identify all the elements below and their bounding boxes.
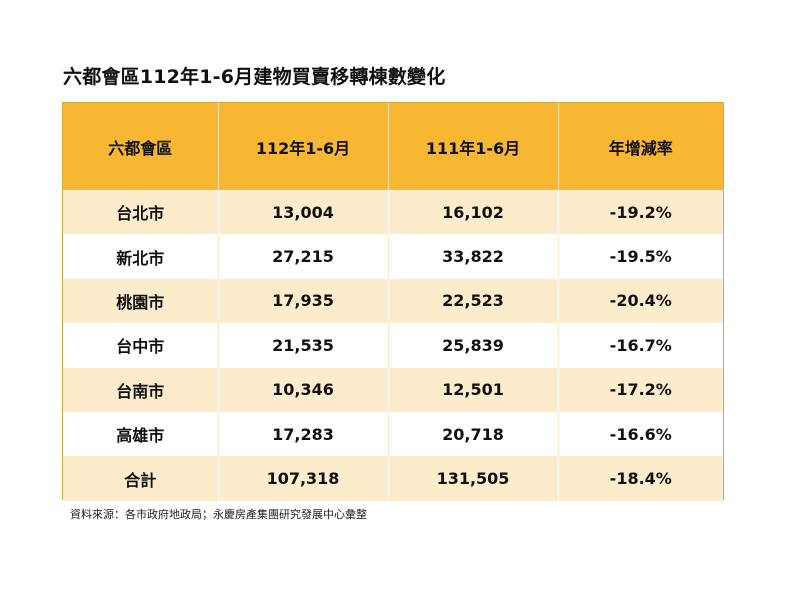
cell-region: 台北市 [63, 190, 219, 235]
cell-111: 131,505 [388, 456, 559, 501]
cell-change: -20.4% [609, 291, 672, 311]
cell-change: -18.4% [609, 469, 672, 489]
cell-111: 33,822 [388, 234, 559, 279]
cell-111: 20,718 [388, 411, 559, 457]
cell-111: 22,523 [388, 278, 559, 324]
data-table: 六都會區 112年1-6月 111年1-6月 年增減率 台北市 13,004 1… [63, 103, 723, 501]
chart-title: 六都會區112年1-6月建物買賣移轉棟數變化 [63, 66, 446, 88]
cell-change: -16.6% [609, 424, 672, 444]
table-row-total: 合計 107,318 131,505 -18.4% [63, 456, 723, 501]
cell-111: 16,102 [388, 190, 559, 235]
cell-region: 台中市 [63, 323, 219, 368]
cell-112: 10,346 [218, 367, 389, 412]
cell-112: 21,535 [218, 323, 389, 368]
header-111: 111年1-6月 [388, 103, 559, 190]
cell-change: -16.7% [609, 335, 672, 355]
table-row: 新北市 27,215 33,822 -19.5% [63, 234, 723, 279]
cell-region: 台南市 [63, 367, 219, 412]
header-112: 112年1-6月 [218, 103, 389, 190]
cell-112: 27,215 [218, 234, 389, 279]
header-change: 年增減率 [608, 138, 673, 158]
cell-change: -19.5% [609, 247, 672, 267]
table-header-row: 六都會區 112年1-6月 111年1-6月 年增減率 [63, 103, 723, 190]
cell-112: 13,004 [218, 190, 389, 235]
header-region: 六都會區 [63, 103, 219, 190]
table-row: 高雄市 17,283 20,718 -16.6% [63, 411, 723, 457]
source-note: 資料來源：各市政府地政局；永慶房產集團研究發展中心彙整 [70, 508, 367, 521]
cell-111: 25,839 [388, 323, 559, 368]
table-row: 台北市 13,004 16,102 -19.2% [63, 190, 723, 235]
table-row: 台南市 10,346 12,501 -17.2% [63, 367, 723, 412]
cell-111: 12,501 [388, 367, 559, 412]
cell-change: -19.2% [609, 202, 672, 222]
cell-region: 新北市 [63, 234, 219, 279]
cell-112: 17,935 [218, 278, 389, 324]
cell-112: 107,318 [218, 456, 389, 501]
cell-112: 17,283 [218, 411, 389, 457]
cell-region: 高雄市 [63, 411, 219, 457]
table-row: 桃園市 17,935 22,523 -20.4% [63, 278, 723, 324]
data-table-container: 六都會區 112年1-6月 111年1-6月 年增減率 台北市 13,004 1… [62, 102, 724, 501]
table-row: 台中市 21,535 25,839 -16.7% [63, 323, 723, 368]
cell-change: -17.2% [609, 380, 672, 400]
cell-region: 合計 [63, 456, 219, 501]
cell-region: 桃園市 [63, 278, 219, 324]
